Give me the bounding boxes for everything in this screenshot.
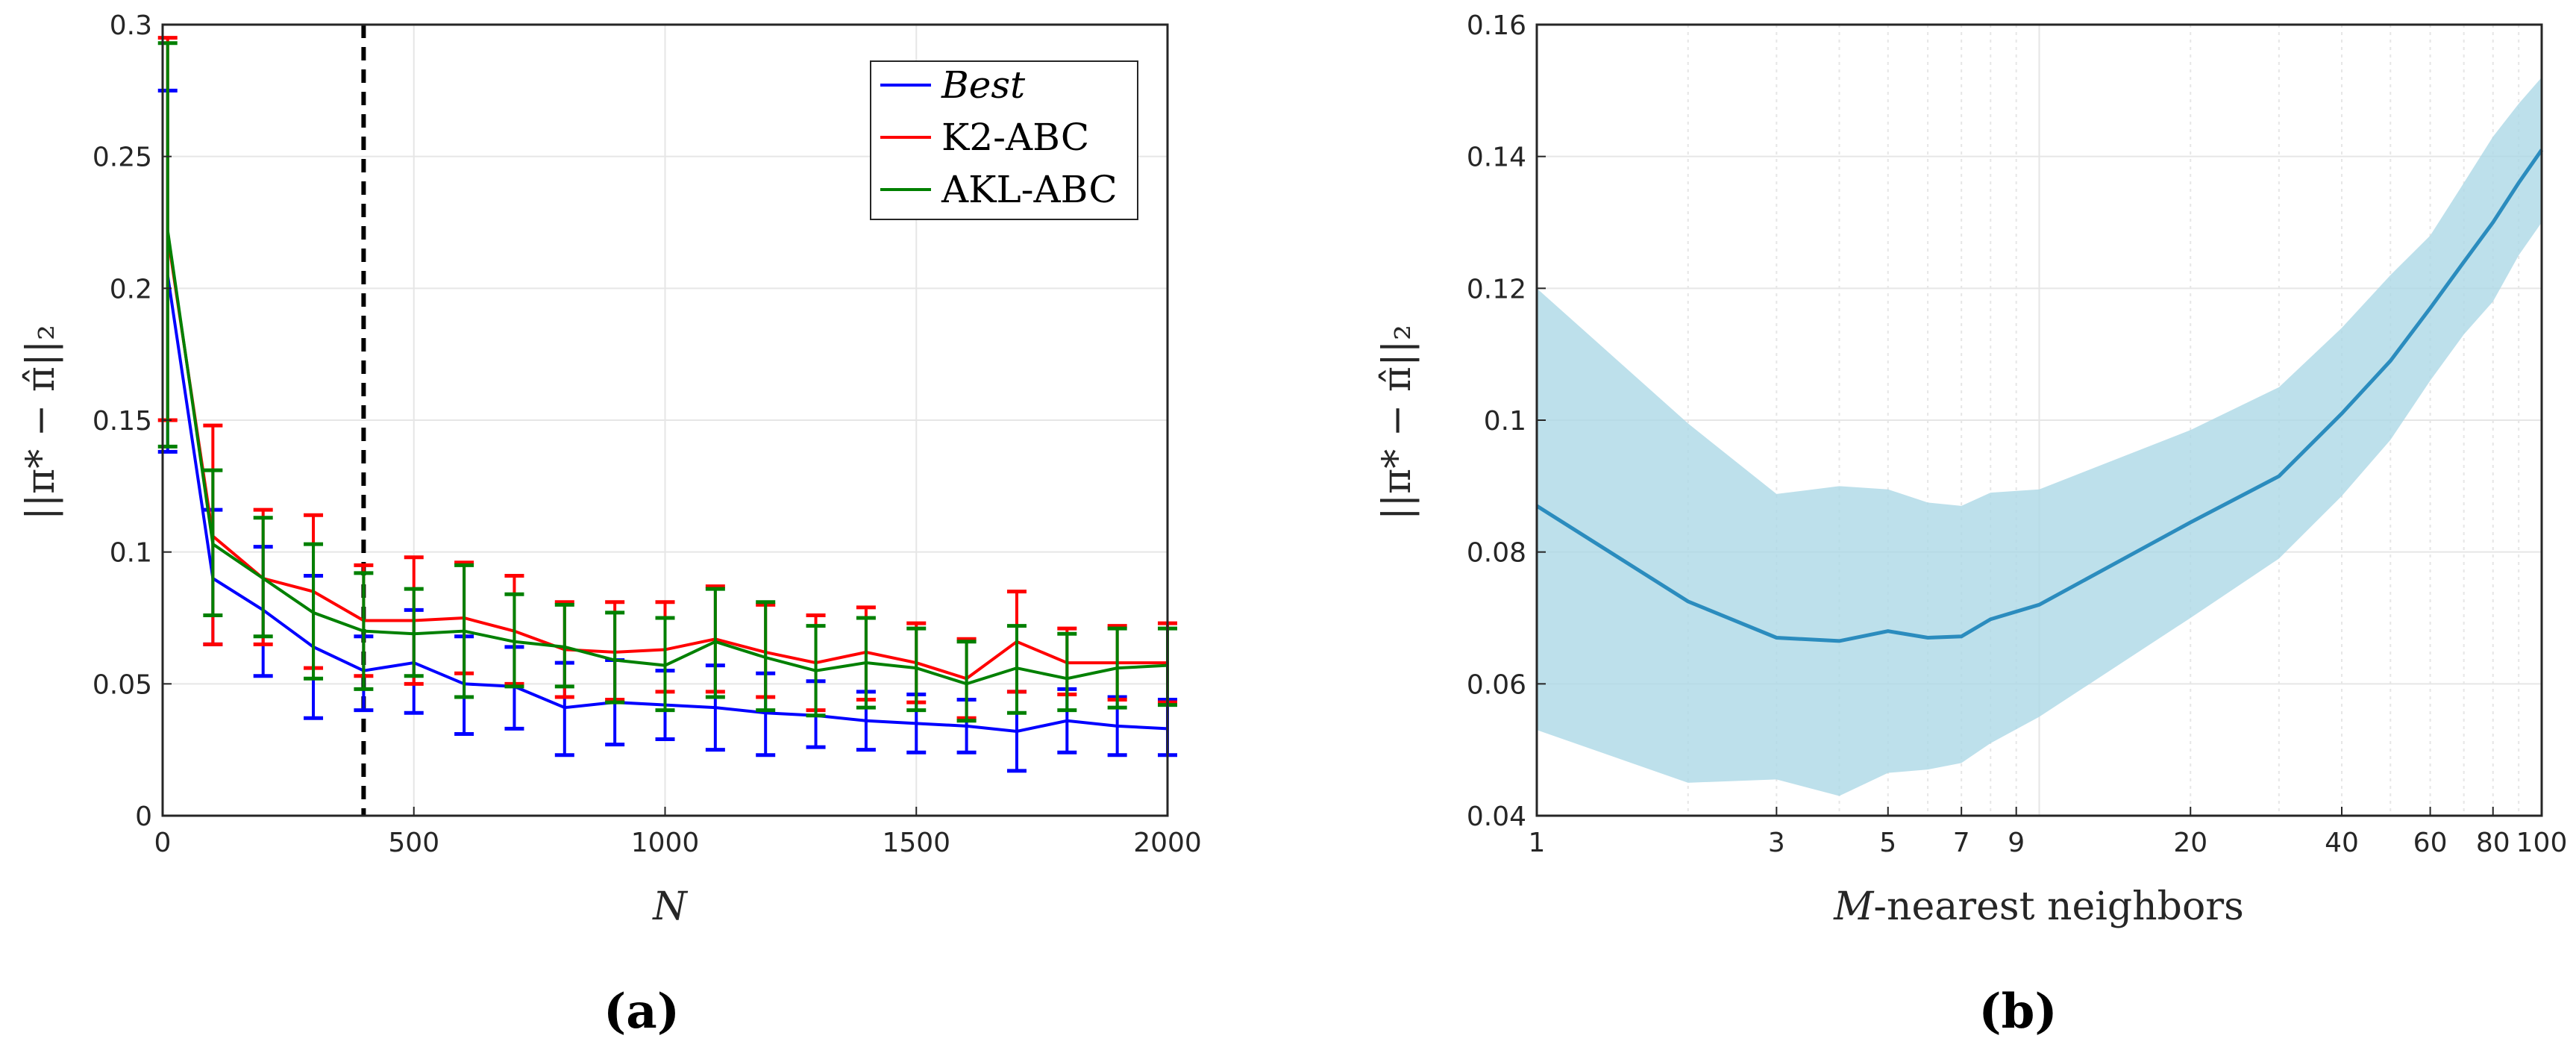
panel-b-ytick-label: 0.14 xyxy=(1467,143,1526,173)
panel-b-xlabel: M-nearest neighbors xyxy=(1833,884,2244,929)
confidence-band xyxy=(1537,77,2542,796)
panel-b-xtick-label: 100 xyxy=(2516,828,2568,858)
mean-line xyxy=(1535,149,2544,643)
panel-a-ytick-label: 0.1 xyxy=(110,538,152,569)
panel-a-ytick-label: 0.3 xyxy=(110,10,152,41)
legend-label-akl-abc: AKL-ABC xyxy=(941,168,1118,211)
panel-b-xtick-label: 80 xyxy=(2476,828,2510,858)
panel-b-series xyxy=(1535,77,2544,796)
panel-b-xtick-label: 3 xyxy=(1768,828,1785,858)
panel-b-xtick-label: 60 xyxy=(2413,828,2448,858)
panel-b-ytick-label: 0.08 xyxy=(1467,538,1526,569)
panel-a-xtick-label: 2000 xyxy=(1133,828,1202,858)
panel-b-xtick-label: 20 xyxy=(2173,828,2207,858)
panel-b-xtick-label: 1 xyxy=(1529,828,1546,858)
panel-b-xtick-label: 7 xyxy=(1953,828,1970,858)
panel-b-ticks: 1 3 5 7 9 20 40 60 80 100 0.04 0.06 0.08 0.1 0.12 0.14 0… xyxy=(1467,10,2568,858)
panel-a-ytick-label: 0.15 xyxy=(93,406,152,437)
panel-a-ylabel: ||π* − π̂||₂ xyxy=(19,325,63,520)
panel-b-xlabel-var: M xyxy=(1833,884,1875,929)
panel-a-xlabel: N xyxy=(651,884,688,929)
panel-a-ytick-label: 0.05 xyxy=(93,669,152,700)
panel-b-ylabel: ||π* − π̂||₂ xyxy=(1375,325,1420,520)
legend-label-k2-abc: K2-ABC xyxy=(941,116,1089,159)
caption-a: (a) xyxy=(604,984,680,1040)
panel-a-ytick-label: 0 xyxy=(135,802,152,832)
panel-a-xtick-label: 0 xyxy=(154,828,172,858)
panel-b-xtick-label: 40 xyxy=(2325,828,2359,858)
panel-b-ytick-label: 0.04 xyxy=(1467,802,1526,832)
panel-a-xtick-label: 1000 xyxy=(631,828,700,858)
panel-b-ytick-label: 0.06 xyxy=(1467,669,1526,700)
panel-a-ytick-label: 0.25 xyxy=(93,143,152,173)
panel-b-xlabel-rest: -nearest neighbors xyxy=(1873,884,2243,929)
panel-b-ytick-label: 0.1 xyxy=(1484,406,1526,437)
panel-a-series xyxy=(157,25,1177,816)
panel-a: 0 500 1000 1500 2000 0 0.05 0.1 0.15 0.2 0.25 0.3 N… xyxy=(19,10,1202,1040)
panel-b-xtick-label: 5 xyxy=(1879,828,1896,858)
panel-b-ytick-label: 0.16 xyxy=(1467,10,1526,41)
panel-b-xtick-label: 9 xyxy=(2008,828,2025,858)
caption-b: (b) xyxy=(1978,984,2057,1040)
panel-a-xtick-label: 500 xyxy=(388,828,439,858)
line-akl-abc xyxy=(166,230,1168,686)
series-akl-abc xyxy=(157,41,1177,723)
panel-b: 1 3 5 7 9 20 40 60 80 100 0.04 0.06 0.08 0.1 0.12 0.14 0… xyxy=(1375,10,2567,1040)
panel-a-ytick-label: 0.2 xyxy=(110,274,152,304)
legend-label-best: Best xyxy=(941,63,1026,107)
legend: Best K2-ABC AKL-ABC xyxy=(870,60,1138,220)
legend-box xyxy=(870,60,1138,220)
panel-b-ytick-label: 0.12 xyxy=(1467,274,1526,304)
panel-a-xtick-label: 1500 xyxy=(882,828,950,858)
panel-a-ticks: 0 500 1000 1500 2000 0 0.05 0.1 0.15 0.2 0.25 0.3 xyxy=(93,10,1202,858)
